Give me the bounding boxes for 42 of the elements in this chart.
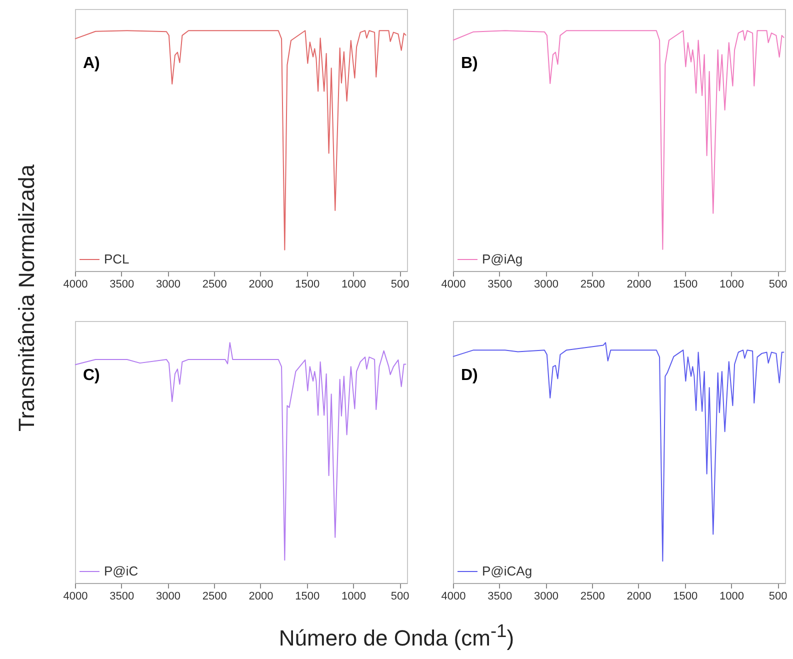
- y-axis-title: Transmitância Normalizada: [14, 164, 40, 432]
- x-tick-label: 3500: [488, 590, 512, 602]
- x-tick-label: 2000: [248, 590, 274, 602]
- annotation: B): [461, 55, 478, 72]
- x-tick-label: 2000: [626, 278, 652, 290]
- x-tick-label: 3000: [156, 278, 180, 290]
- annotation: D): [461, 367, 478, 384]
- x-tick-label: 3000: [156, 590, 180, 602]
- x-axis-title: Número de Onda (cm$^{-1}$): [278, 620, 516, 652]
- x-tick-label: 2500: [580, 278, 605, 290]
- x-tick-label: 4000: [63, 590, 88, 602]
- x-tick-label: 3000: [534, 590, 558, 602]
- legend-label: PCL: [104, 252, 130, 266]
- x-tick-label: 4000: [63, 278, 88, 290]
- legend-label: P@iCAg: [482, 564, 532, 578]
- x-tick-label: 2000: [626, 590, 652, 602]
- x-tick-label: 500: [390, 590, 410, 602]
- x-tick-label: 500: [390, 278, 410, 290]
- x-tick-label: 1500: [295, 278, 320, 290]
- x-tick-label: 3500: [110, 590, 134, 602]
- x-tick-label: 3000: [534, 278, 558, 290]
- x-tick-label: 1000: [719, 590, 744, 602]
- x-tick-label: 1000: [341, 590, 366, 602]
- x-tick-label: 4000: [441, 278, 466, 290]
- x-tick-label: 2500: [202, 278, 227, 290]
- annotation: C): [83, 367, 100, 384]
- annotation: A): [83, 55, 100, 72]
- legend-label: P@iC: [104, 564, 138, 578]
- x-tick-label: 2000: [248, 278, 274, 290]
- legend-label: P@iAg: [482, 252, 523, 266]
- x-tick-label: 1500: [673, 278, 698, 290]
- x-tick-label: 1000: [341, 278, 366, 290]
- x-tick-label: 3500: [110, 278, 134, 290]
- x-tick-label: 2500: [202, 590, 227, 602]
- x-tick-label: 2500: [580, 590, 605, 602]
- x-tick-label: 1000: [719, 278, 744, 290]
- x-tick-label: 1500: [295, 590, 320, 602]
- x-tick-label: 500: [768, 278, 788, 290]
- x-tick-label: 4000: [441, 590, 466, 602]
- x-tick-label: 3500: [488, 278, 512, 290]
- x-tick-label: 1500: [673, 590, 698, 602]
- x-tick-label: 500: [768, 590, 788, 602]
